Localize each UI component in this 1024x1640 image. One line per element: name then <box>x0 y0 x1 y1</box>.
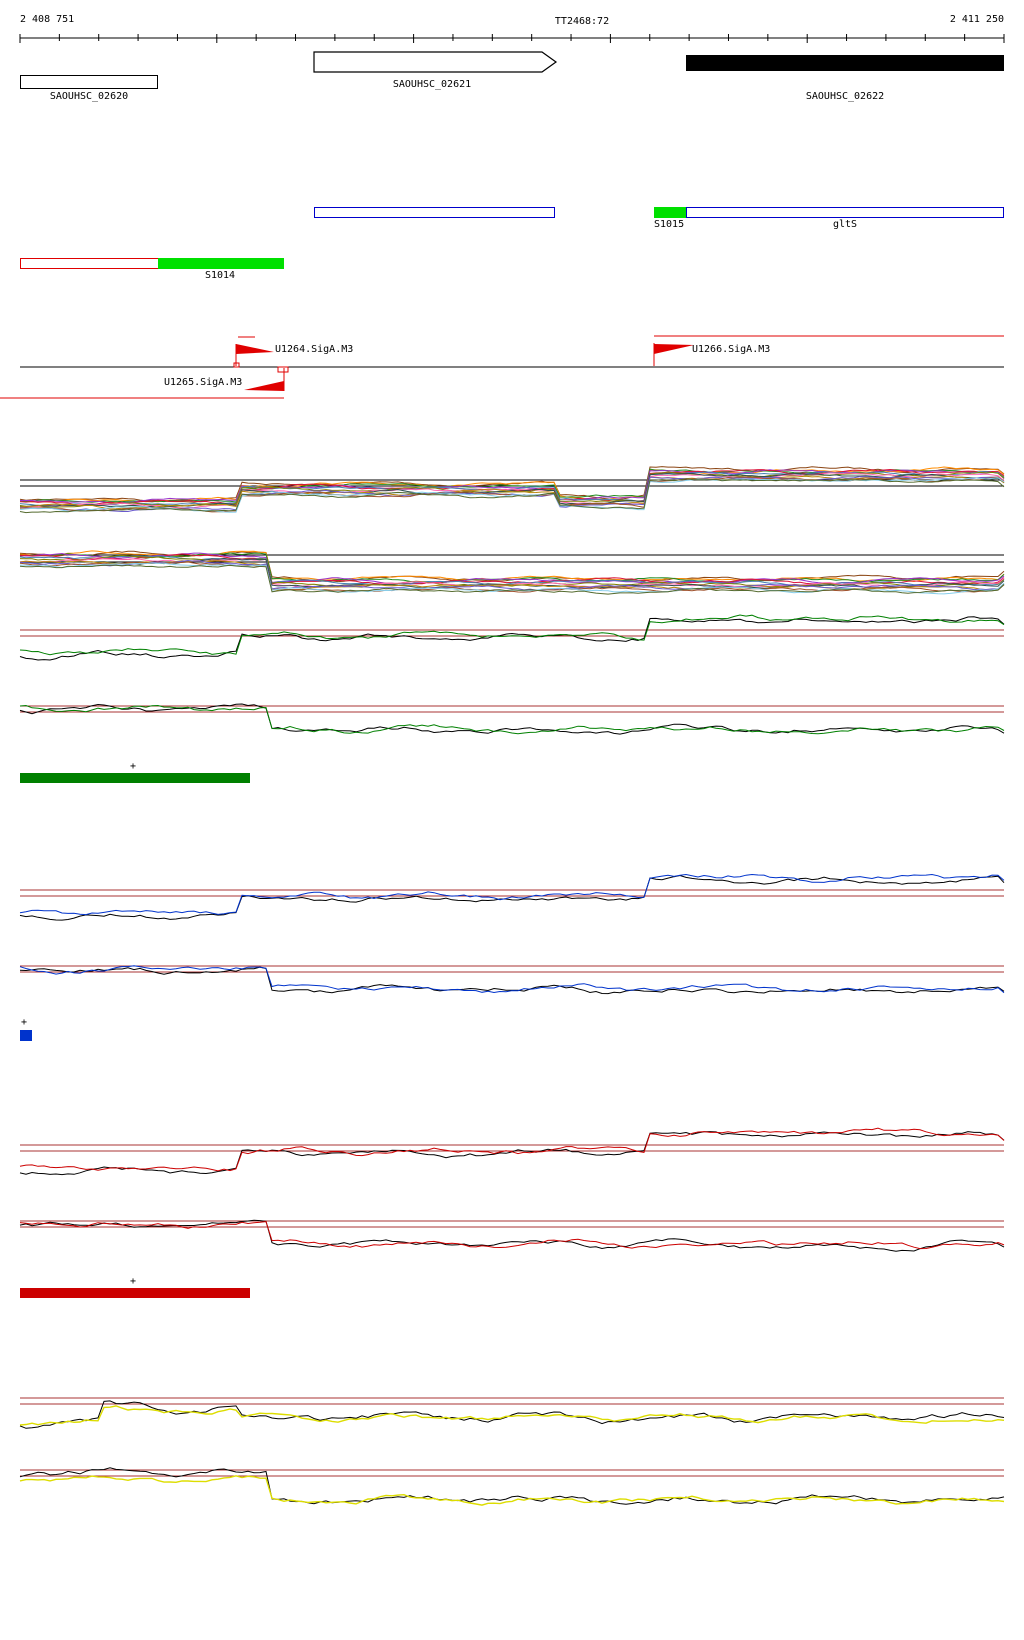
promoter-label-u1264: U1264.SigA.M3 <box>275 344 354 355</box>
gene-arrow-saouhsc-02621[interactable] <box>0 40 1024 120</box>
segment-s1015-bar[interactable] <box>654 207 687 218</box>
promoter-label-u1265: U1265.SigA.M3 <box>164 377 243 388</box>
gene-box-saouhsc-02622[interactable] <box>686 55 1004 71</box>
multi-sample-trace <box>19 564 1005 595</box>
multi-sample-trace <box>19 478 1005 514</box>
multi-sample-trace <box>19 466 1005 503</box>
multi-sample-trace <box>19 475 1005 510</box>
coordinate-ruler[interactable] <box>0 0 1024 50</box>
gene-box-saouhsc-02620[interactable] <box>20 75 158 89</box>
end-coordinate: 2 411 250 <box>949 14 1004 25</box>
condition-bar-red[interactable] <box>20 1288 250 1298</box>
promoter-track <box>0 335 1004 399</box>
position-marker-label: TT2468:72 <box>554 16 610 27</box>
segment-box-blue-left[interactable] <box>314 207 555 218</box>
promoter-flag-u1266[interactable] <box>0 330 1024 410</box>
segment-s1014-bar[interactable] <box>158 258 284 269</box>
plus-strand-trace-black <box>19 874 1005 921</box>
minus-strand-trace-black <box>19 1467 1005 1505</box>
start-coordinate: 2 408 751 <box>20 14 75 25</box>
condition-marker-red: + <box>129 1276 137 1287</box>
plus-strand-trace-black <box>19 616 1005 661</box>
plus-strand-trace <box>19 614 1005 656</box>
segment-gltS-box[interactable] <box>686 207 1004 218</box>
plus-strand-trace <box>19 1127 1005 1172</box>
gene-label-saouhsc-02620: SAOUHSC_02620 <box>49 91 129 102</box>
gene-label-saouhsc-02622: SAOUHSC_02622 <box>805 91 885 102</box>
minus-strand-trace <box>19 704 1005 735</box>
condition-bar-green[interactable] <box>20 773 250 783</box>
minus-strand-trace <box>19 1475 1005 1506</box>
minus-strand-trace-black <box>19 703 1005 735</box>
multi-sample-trace <box>19 468 1005 506</box>
multi-sample-trace <box>19 552 1005 585</box>
promoter-label-u1266: U1266.SigA.M3 <box>692 344 771 355</box>
multi-sample-trace <box>19 559 1005 591</box>
segment-label-s1014: S1014 <box>204 270 236 281</box>
condition-marker-blue: + <box>20 1017 28 1028</box>
condition-square-blue[interactable] <box>20 1030 32 1041</box>
multi-sample-trace <box>19 561 1005 593</box>
minus-strand-trace <box>19 1221 1005 1250</box>
minus-strand-trace-black <box>19 1219 1005 1252</box>
promoter-flag-u1265[interactable] <box>0 330 1024 410</box>
promoter-flag-u1264[interactable] <box>0 330 1024 410</box>
minus-strand-trace <box>19 965 1005 994</box>
multi-sample-trace <box>19 471 1005 507</box>
multi-sample-trace <box>19 552 1005 584</box>
multi-sample-trace <box>19 476 1005 512</box>
gene-label-saouhsc-02621: SAOUHSC_02621 <box>392 79 472 90</box>
plus-strand-trace <box>19 873 1005 916</box>
condition-marker-green: + <box>129 761 137 772</box>
segment-label-s1015: S1015 <box>654 219 685 230</box>
segment-label-gltS: gltS <box>832 219 858 230</box>
plus-strand-trace <box>19 1405 1005 1426</box>
